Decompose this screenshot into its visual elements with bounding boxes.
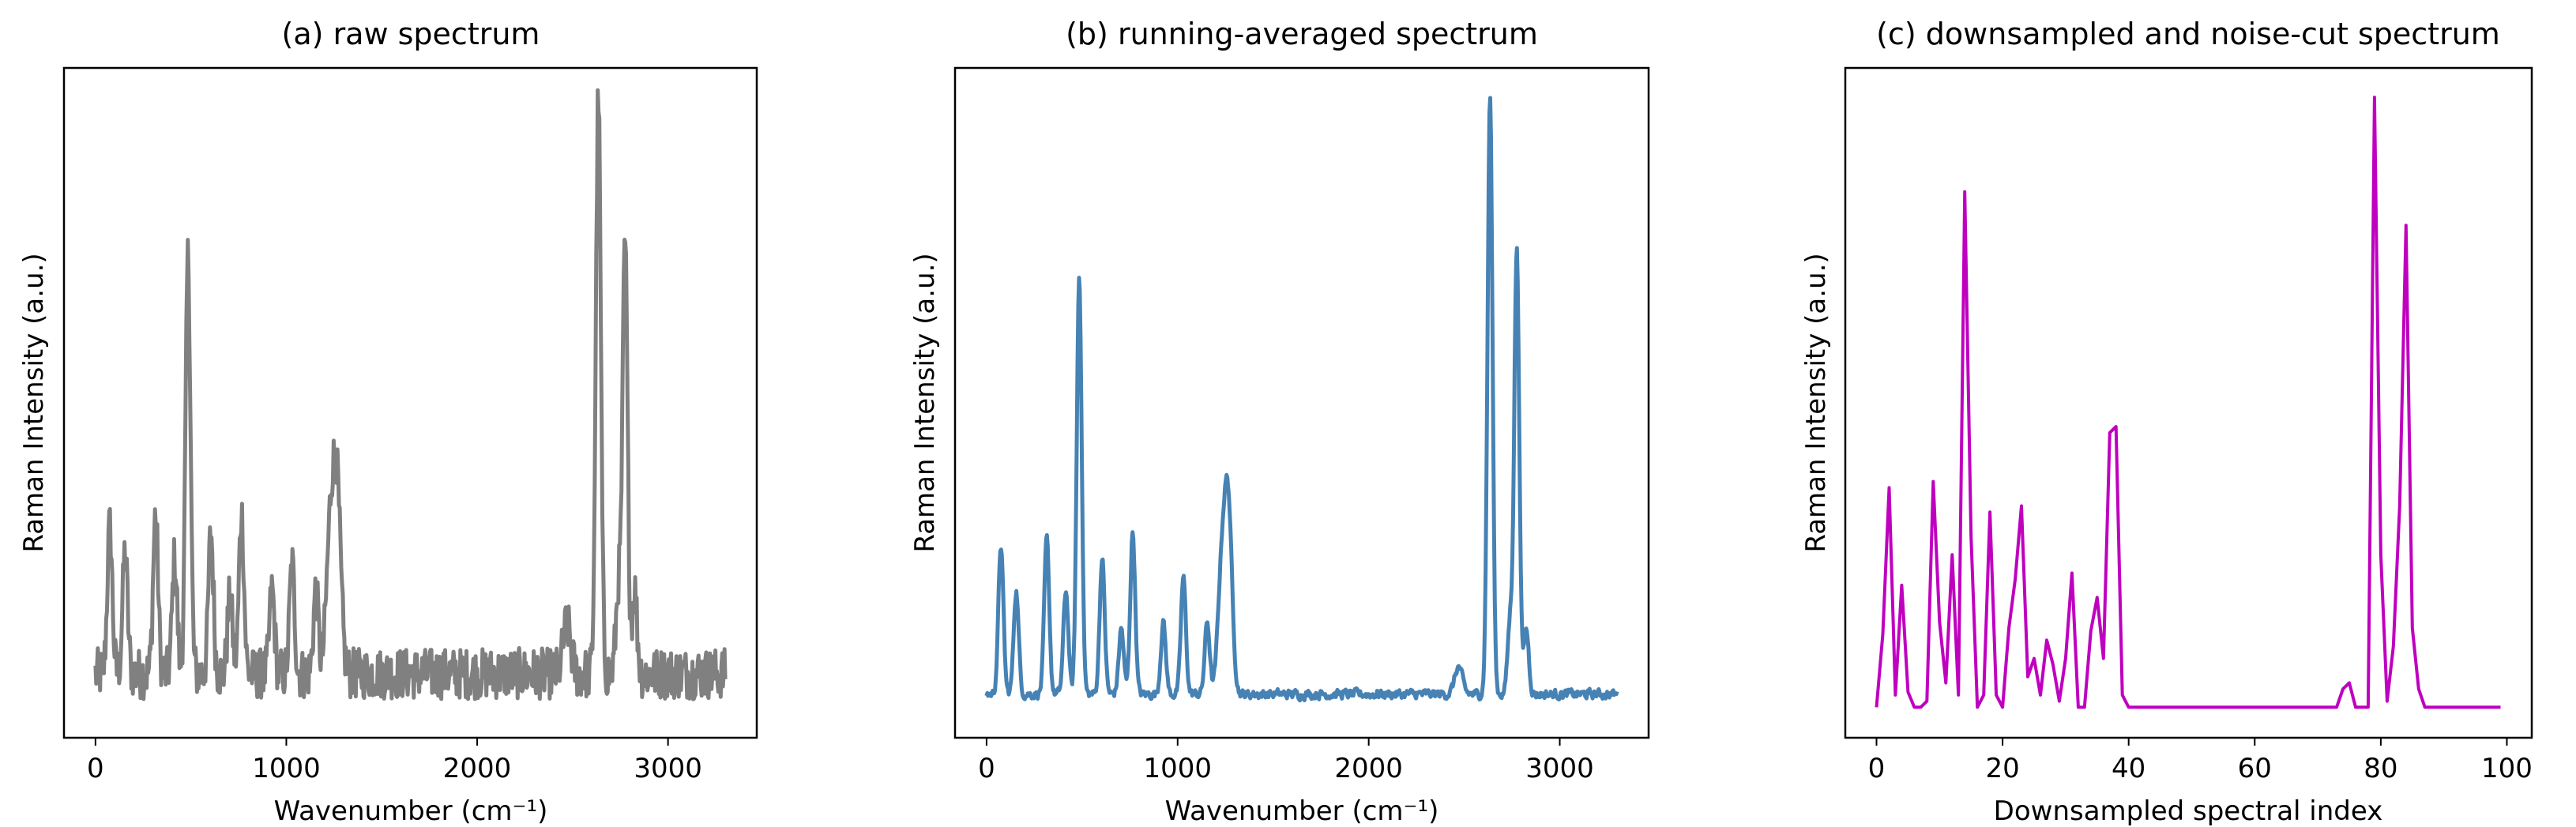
x-tick-label: 2000: [1334, 753, 1403, 784]
x-tick-label: 1000: [1144, 753, 1213, 784]
spectrum-line: [93, 88, 728, 701]
x-tick-label: 20: [1985, 753, 2019, 784]
x-tick-label: 80: [2364, 753, 2397, 784]
panel-c-xlabel: Downsampled spectral index: [1994, 795, 2383, 827]
axes-frame: [62, 66, 758, 739]
panel-b-running-averaged-spectrum: (b) running-averaged spectrum Wavenumber…: [909, 17, 1650, 827]
x-tick-label: 2000: [443, 753, 512, 784]
spectrum-line: [1875, 96, 2501, 709]
x-tick-label: 3000: [1525, 753, 1594, 784]
panel-a-raw-spectrum: (a) raw spectrum Wavenumber (cm⁻¹) Raman…: [18, 17, 758, 827]
x-tick-label: 3000: [634, 753, 702, 784]
x-tick-label: 100: [2481, 753, 2533, 784]
panel-c-ylabel: Raman Intensity (a.u.): [1800, 253, 1832, 552]
panel-c-downsampled-spectrum: (c) downsampled and noise-cut spectrum D…: [1800, 17, 2533, 827]
x-tick-label: 0: [1868, 753, 1886, 784]
spectrum-line: [984, 96, 1619, 703]
panel-a-ylabel: Raman Intensity (a.u.): [18, 253, 50, 552]
x-tick-label: 1000: [252, 753, 321, 784]
panel-b-xlabel: Wavenumber (cm⁻¹): [1165, 795, 1439, 827]
x-tick-label: 60: [2238, 753, 2272, 784]
panel-b-ylabel: Raman Intensity (a.u.): [909, 253, 941, 552]
panel-a-xlabel: Wavenumber (cm⁻¹): [274, 795, 548, 827]
panel-c-title: (c) downsampled and noise-cut spectrum: [1876, 17, 2500, 51]
x-tick-label: 40: [2112, 753, 2145, 784]
panel-a-title: (a) raw spectrum: [282, 17, 540, 51]
axes-frame: [1844, 66, 2533, 739]
axes-frame: [953, 66, 1650, 739]
x-tick-label: 0: [978, 753, 995, 784]
x-tick-label: 0: [87, 753, 104, 784]
panel-b-title: (b) running-averaged spectrum: [1066, 17, 1538, 51]
